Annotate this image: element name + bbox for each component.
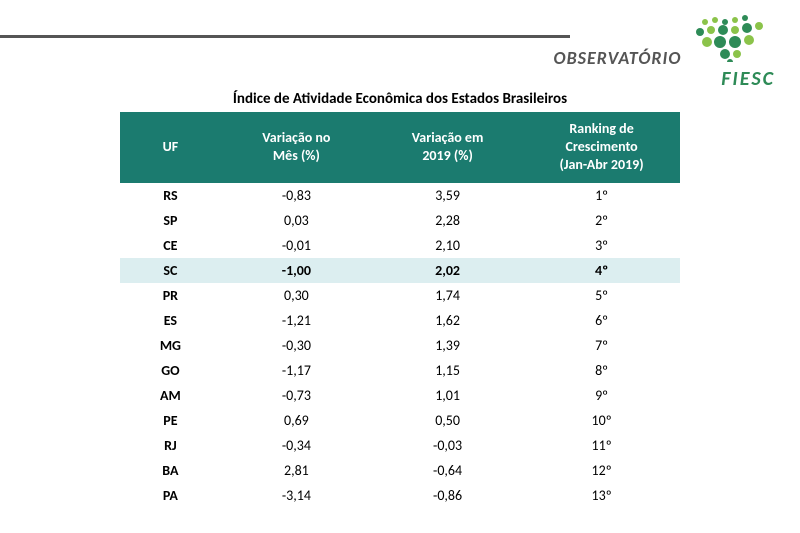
cell-uf: PR	[120, 283, 221, 308]
cell-rank: 6º	[523, 308, 680, 333]
cell-var-2019: 1,74	[372, 283, 523, 308]
col-header-var-2019: Variação em2019 (%)	[372, 112, 523, 183]
cell-var-mes: -1,17	[221, 358, 372, 383]
cell-rank: 2º	[523, 208, 680, 233]
cell-rank: 10º	[523, 408, 680, 433]
cell-uf: RJ	[120, 433, 221, 458]
cell-var-mes: -0,01	[221, 233, 372, 258]
cell-var-mes: -0,34	[221, 433, 372, 458]
cell-rank: 13º	[523, 483, 680, 508]
cell-rank: 11º	[523, 433, 680, 458]
cell-rank: 1º	[523, 183, 680, 208]
cell-var-2019: 2,28	[372, 208, 523, 233]
economic-activity-table: UF Variação noMês (%) Variação em2019 (%…	[120, 112, 680, 508]
cell-uf: PA	[120, 483, 221, 508]
table-row: ES-1,211,626º	[120, 308, 680, 333]
cell-var-mes: 2,81	[221, 458, 372, 483]
cell-rank: 4º	[523, 258, 680, 283]
cell-var-2019: -0,86	[372, 483, 523, 508]
cell-rank: 12º	[523, 458, 680, 483]
cell-uf: BA	[120, 458, 221, 483]
cell-uf: MG	[120, 333, 221, 358]
table-row: GO-1,171,158º	[120, 358, 680, 383]
table-row: SC-1,002,024º	[120, 258, 680, 283]
cell-var-2019: 2,02	[372, 258, 523, 283]
cell-uf: AM	[120, 383, 221, 408]
cell-rank: 9º	[523, 383, 680, 408]
cell-var-mes: 0,69	[221, 408, 372, 433]
cell-var-2019: 0,50	[372, 408, 523, 433]
logo-brand-text: OBSERVATÓRIO	[554, 47, 682, 69]
col-header-rank: Ranking deCrescimento(Jan-Abr 2019)	[523, 112, 680, 183]
cell-var-mes: 0,30	[221, 283, 372, 308]
cell-var-mes: -1,21	[221, 308, 372, 333]
col-header-var-mes: Variação noMês (%)	[221, 112, 372, 183]
cell-var-2019: 1,62	[372, 308, 523, 333]
table-header-row: UF Variação noMês (%) Variação em2019 (%…	[120, 112, 680, 183]
cell-var-2019: 3,59	[372, 183, 523, 208]
content-area: Índice de Atividade Econômica dos Estado…	[120, 90, 680, 508]
cell-var-mes: -0,73	[221, 383, 372, 408]
logo-area: OBSERVATÓRIO	[554, 12, 775, 91]
logo-sub-text: FIESC	[554, 67, 775, 91]
cell-uf: PE	[120, 408, 221, 433]
cell-var-2019: -0,03	[372, 433, 523, 458]
cell-uf: CE	[120, 233, 221, 258]
table-row: PR0,301,745º	[120, 283, 680, 308]
cell-rank: 3º	[523, 233, 680, 258]
cell-var-2019: 1,01	[372, 383, 523, 408]
cell-rank: 5º	[523, 283, 680, 308]
cell-rank: 8º	[523, 358, 680, 383]
table-row: SP0,032,282º	[120, 208, 680, 233]
cell-var-2019: 1,39	[372, 333, 523, 358]
cell-var-2019: -0,64	[372, 458, 523, 483]
cell-var-2019: 2,10	[372, 233, 523, 258]
col-header-uf: UF	[120, 112, 221, 183]
cell-var-mes: -1,00	[221, 258, 372, 283]
cell-var-mes: -3,14	[221, 483, 372, 508]
cell-var-mes: -0,83	[221, 183, 372, 208]
cell-uf: GO	[120, 358, 221, 383]
table-row: PE0,690,5010º	[120, 408, 680, 433]
table-row: BA2,81-0,6412º	[120, 458, 680, 483]
cell-uf: SC	[120, 258, 221, 283]
table-row: PA-3,14-0,8613º	[120, 483, 680, 508]
cell-var-2019: 1,15	[372, 358, 523, 383]
cell-uf: ES	[120, 308, 221, 333]
table-row: CE-0,012,103º	[120, 233, 680, 258]
cell-rank: 7º	[523, 333, 680, 358]
cell-uf: RS	[120, 183, 221, 208]
table-row: AM-0,731,019º	[120, 383, 680, 408]
table-row: RS-0,833,591º	[120, 183, 680, 208]
brazil-map-icon	[685, 12, 775, 67]
cell-uf: SP	[120, 208, 221, 233]
cell-var-mes: 0,03	[221, 208, 372, 233]
table-row: RJ-0,34-0,0311º	[120, 433, 680, 458]
cell-var-mes: -0,30	[221, 333, 372, 358]
table-title: Índice de Atividade Econômica dos Estado…	[120, 90, 680, 108]
table-row: MG-0,301,397º	[120, 333, 680, 358]
header-divider-line	[0, 35, 570, 38]
